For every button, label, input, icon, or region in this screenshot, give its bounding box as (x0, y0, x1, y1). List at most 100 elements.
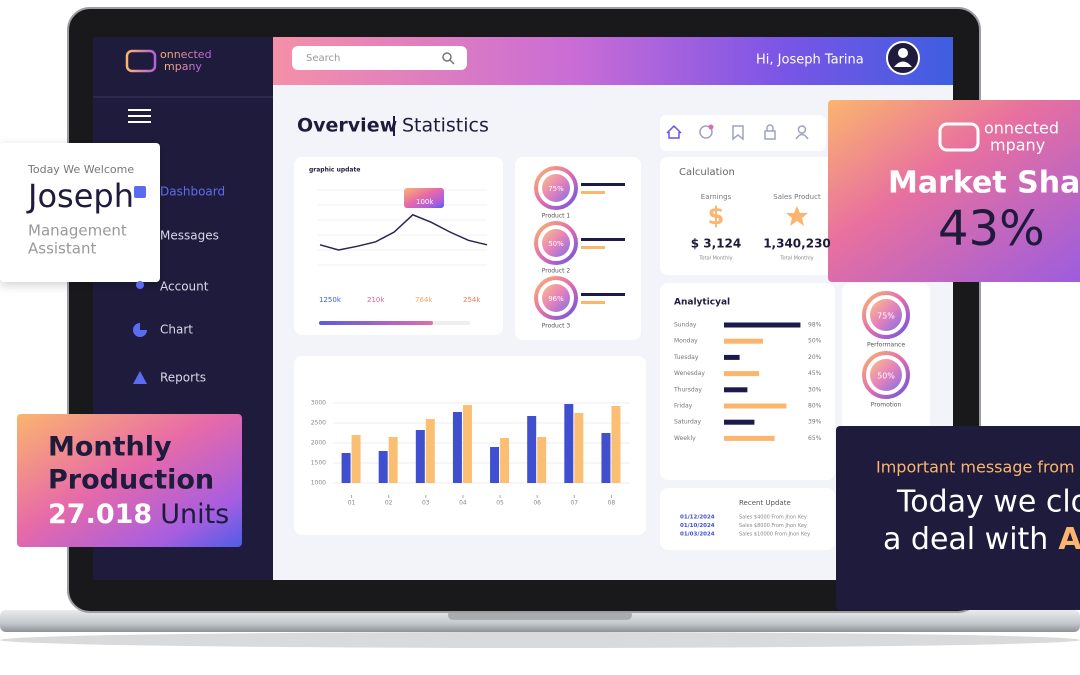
ring (534, 276, 578, 320)
menu-button[interactable] (128, 109, 151, 123)
home-icon[interactable] (666, 124, 682, 139)
bar (601, 433, 611, 483)
bar (537, 437, 547, 483)
mini-bar (581, 293, 625, 296)
x-tick-label: 07 (570, 500, 578, 507)
card (660, 283, 835, 480)
bar (378, 451, 388, 483)
analytics-bar (724, 322, 801, 328)
card-title: Calculation (679, 167, 735, 178)
update-text: Sales $8000 From Jhon Key (739, 523, 807, 529)
update-text: Sales $4000 From Jhon Key (739, 515, 807, 521)
nav-item[interactable]: Account (160, 280, 209, 294)
message-highlight: A (1058, 522, 1080, 557)
stat-value: 254k (463, 296, 481, 304)
ring-core (870, 299, 902, 331)
line-series (319, 213, 488, 251)
laptop-base (0, 610, 1080, 632)
logo-text: onnected (160, 48, 212, 61)
avatar-body (894, 61, 912, 67)
y-tick-label: 1500 (311, 460, 326, 467)
bar (500, 438, 510, 483)
market-share-card (828, 100, 1080, 282)
ring-name: Product 1 (542, 213, 571, 220)
card-title: Recent Update (739, 499, 791, 507)
bar (452, 412, 462, 483)
analytics-bar (724, 403, 787, 409)
chat-icon[interactable] (699, 125, 713, 139)
logo-text: mpany (164, 60, 202, 73)
ring-core (542, 229, 570, 257)
production-title: Monthly (48, 432, 172, 463)
day-label: Saturday (674, 419, 701, 426)
mini-bar (581, 301, 605, 304)
day-label: Sunday (674, 322, 697, 329)
nav-icon (134, 186, 146, 198)
welcome-card (0, 143, 160, 282)
bar (527, 416, 537, 483)
calc-label: Sales Product (773, 193, 821, 201)
y-tick-label: 3000 (311, 400, 326, 407)
welcome-name: Joseph (26, 177, 134, 215)
message-text: a deal with (883, 522, 1048, 557)
calc-value: 1,340,230 (763, 237, 831, 251)
ring-name: Promotion (871, 402, 902, 409)
ring-label: 75% (548, 185, 564, 193)
nav-item[interactable]: Chart (160, 323, 193, 337)
update-date: 01/10/2024 (680, 523, 715, 529)
bookmark-icon[interactable] (732, 125, 744, 141)
greeting: Hi, Joseph Tarina (756, 53, 864, 68)
x-tick-label: 03 (422, 500, 430, 507)
ring (862, 291, 910, 339)
progress-fill (319, 321, 433, 325)
avatar-head (898, 48, 908, 58)
search-box[interactable] (292, 46, 467, 70)
logo-text: onnected (984, 119, 1059, 138)
lock-icon[interactable] (764, 124, 776, 140)
update-date: 01/12/2024 (680, 515, 715, 521)
logo-icon (125, 49, 157, 73)
analytics-label: 39% (808, 419, 822, 426)
bar (490, 447, 500, 483)
production-title: Production (48, 465, 214, 496)
card (660, 488, 835, 550)
analytics-label: 20% (808, 354, 822, 361)
ring (534, 221, 578, 265)
analytics-bar (724, 419, 755, 425)
day-label: Weekly (674, 435, 696, 442)
analytics-label: 45% (808, 370, 822, 377)
welcome-role: Assistant (28, 240, 96, 258)
ring-core (542, 284, 570, 312)
analytics-label: 98% (808, 322, 822, 329)
ring-label: 50% (877, 372, 895, 381)
card-title: Analyticyal (674, 298, 730, 308)
x-tick-label: 04 (459, 500, 467, 507)
search-icon[interactable] (442, 52, 455, 65)
calc-note: Total Monthly (698, 256, 732, 262)
ring (534, 166, 578, 210)
market-title: Market Shar (888, 166, 1080, 201)
nav-item[interactable]: Messages (160, 229, 219, 243)
tooltip-text: 100k (416, 198, 434, 206)
ring (862, 351, 910, 399)
page-title: Overview (297, 115, 397, 137)
message-line: a deal with A (883, 522, 1080, 557)
user-icon[interactable] (795, 125, 809, 140)
bar (351, 435, 361, 483)
card (294, 157, 503, 335)
ring-core (542, 174, 570, 202)
market-logo-icon (938, 122, 980, 152)
analytics-bar (724, 371, 760, 377)
bar (574, 413, 584, 483)
bar (388, 437, 398, 483)
bar (611, 406, 621, 483)
nav-icon (133, 371, 147, 384)
nav-item[interactable]: Reports (160, 371, 206, 385)
nav-item[interactable]: Dashboard (160, 185, 225, 199)
ring-name: Performance (867, 342, 905, 349)
stat-value: 1250k (319, 296, 342, 304)
analytics-label: 65% (808, 435, 822, 442)
production-card (17, 414, 242, 547)
stat-value: 210k (367, 296, 385, 304)
